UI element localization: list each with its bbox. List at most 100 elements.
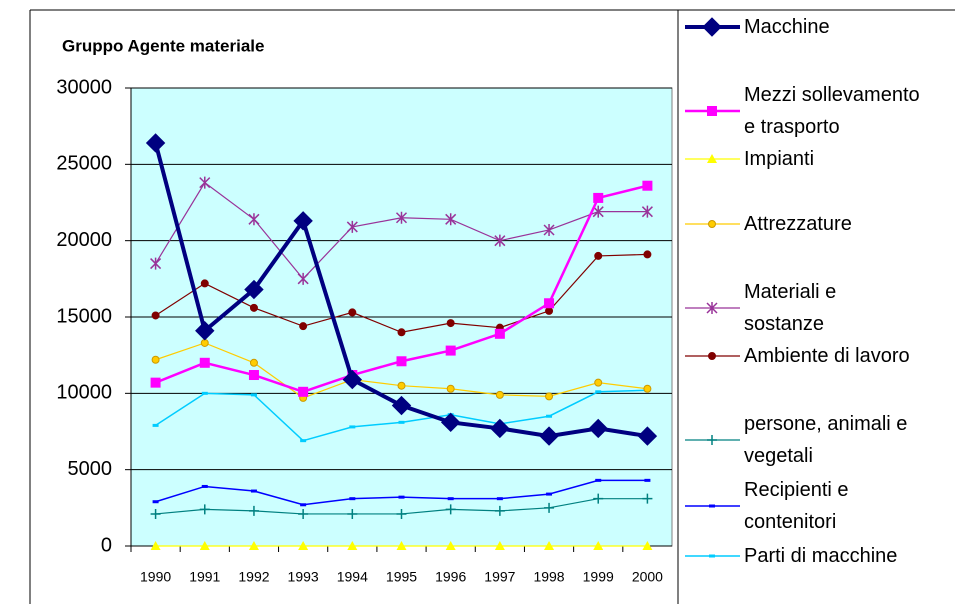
- legend-label: Ambiente di lavoro: [744, 345, 910, 367]
- legend-marker: [707, 106, 717, 116]
- legend-marker: [702, 17, 722, 37]
- legend-marker: [709, 554, 715, 558]
- y-tick-label: 5000: [68, 458, 113, 480]
- marker: [546, 492, 553, 496]
- marker: [391, 395, 412, 416]
- legend-label: Materiali e sostanze: [744, 281, 837, 335]
- marker: [544, 502, 555, 513]
- marker: [494, 234, 506, 247]
- marker: [495, 390, 504, 399]
- legend-label: Parti di macchine: [744, 545, 898, 567]
- marker: [545, 306, 554, 315]
- legend-item: [685, 106, 740, 116]
- marker: [299, 322, 308, 331]
- marker: [643, 384, 652, 393]
- marker: [440, 412, 461, 433]
- legend-item: [685, 435, 740, 445]
- x-tick-label: 1997: [484, 569, 515, 585]
- marker: [248, 213, 260, 226]
- marker: [594, 251, 603, 260]
- x-tick-label: 1995: [386, 569, 417, 585]
- legend-label: Impianti: [744, 148, 815, 170]
- marker: [445, 541, 456, 550]
- marker: [642, 541, 653, 550]
- marker: [347, 508, 358, 519]
- series: [150, 493, 653, 519]
- marker: [250, 393, 257, 397]
- marker: [446, 384, 455, 393]
- marker: [588, 418, 608, 439]
- marker: [595, 390, 602, 394]
- marker: [446, 319, 455, 328]
- marker: [250, 489, 257, 493]
- x-tick-label: 1994: [337, 569, 368, 585]
- marker: [150, 541, 161, 550]
- legend-item: [685, 154, 740, 163]
- marker: [544, 298, 555, 309]
- legend-label: Attrezzature: [744, 213, 852, 235]
- marker: [347, 541, 358, 550]
- y-tick-label: 25000: [56, 153, 112, 175]
- marker: [201, 391, 208, 395]
- marker: [201, 484, 208, 488]
- marker: [396, 541, 407, 550]
- series: [150, 176, 653, 285]
- chart-title: Gruppo Agente materiale: [62, 36, 264, 55]
- marker: [200, 279, 209, 288]
- legend-item: [685, 220, 740, 228]
- legend-label: persone, animali e vegetali: [744, 413, 908, 467]
- marker: [641, 205, 653, 218]
- legend-item: [685, 554, 740, 558]
- marker: [349, 425, 356, 429]
- marker: [395, 211, 408, 224]
- marker: [397, 381, 406, 390]
- marker: [145, 133, 166, 153]
- marker: [150, 508, 161, 519]
- legend-item: [685, 302, 740, 314]
- legend-marker: [707, 154, 717, 163]
- marker: [298, 541, 309, 550]
- marker: [494, 328, 505, 339]
- marker: [298, 386, 309, 397]
- y-tick-label: 15000: [56, 305, 112, 327]
- x-tick-label: 1996: [435, 569, 466, 585]
- series: [145, 133, 658, 446]
- marker: [298, 508, 309, 519]
- legend-item: [685, 504, 740, 508]
- marker: [249, 303, 258, 312]
- marker: [150, 377, 161, 388]
- marker: [494, 505, 505, 516]
- marker: [592, 205, 604, 218]
- marker: [644, 478, 651, 482]
- x-tick-label: 1992: [238, 569, 269, 585]
- y-tick-label: 20000: [56, 229, 112, 251]
- marker: [151, 311, 160, 320]
- x-tick-label: 1998: [533, 569, 564, 585]
- y-tick-label: 10000: [56, 382, 112, 404]
- series: [150, 541, 653, 550]
- y-tick-label: 30000: [56, 76, 112, 98]
- marker: [293, 211, 313, 231]
- legend-marker: [706, 302, 718, 314]
- y-tick-label: 0: [101, 534, 112, 556]
- marker: [494, 541, 505, 550]
- marker: [593, 541, 604, 550]
- x-tick-label: 1993: [288, 569, 319, 585]
- marker: [349, 497, 356, 501]
- marker: [199, 504, 210, 515]
- marker: [248, 505, 259, 516]
- legend-marker: [709, 504, 715, 508]
- marker: [593, 493, 604, 504]
- marker: [297, 272, 309, 285]
- marker: [150, 257, 162, 270]
- marker: [398, 495, 405, 499]
- marker: [152, 500, 159, 504]
- marker: [445, 504, 456, 515]
- marker: [595, 478, 602, 482]
- marker: [396, 356, 407, 367]
- marker: [445, 213, 457, 226]
- marker: [637, 426, 658, 446]
- marker: [447, 497, 454, 501]
- marker: [348, 308, 357, 317]
